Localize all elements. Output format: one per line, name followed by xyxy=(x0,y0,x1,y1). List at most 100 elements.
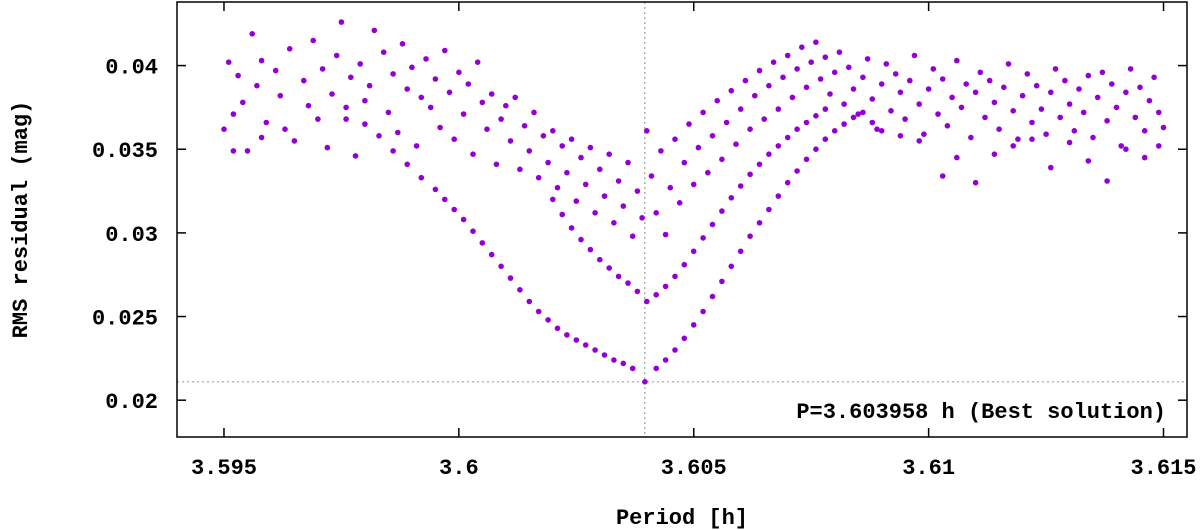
data-point xyxy=(301,77,307,84)
data-point xyxy=(770,59,777,65)
data-point xyxy=(827,91,833,97)
data-point xyxy=(986,77,993,84)
data-point xyxy=(258,57,265,64)
data-point xyxy=(587,144,594,151)
data-point xyxy=(488,91,495,97)
data-point xyxy=(554,325,561,332)
data-point xyxy=(498,116,504,122)
data-point xyxy=(921,131,927,137)
data-point xyxy=(1160,124,1167,131)
data-point xyxy=(841,121,847,127)
data-point xyxy=(578,236,584,243)
y-tick-label: 0.025 xyxy=(92,307,158,332)
data-point xyxy=(888,108,894,114)
x-axis-title: Period [h] xyxy=(616,506,748,530)
data-point xyxy=(784,179,791,186)
data-point xyxy=(794,126,800,132)
data-point xyxy=(695,144,702,151)
data-point xyxy=(728,87,735,94)
data-point xyxy=(794,66,800,72)
data-point xyxy=(719,208,725,214)
data-point xyxy=(1080,109,1087,116)
data-point xyxy=(484,126,490,132)
data-point xyxy=(385,109,392,116)
data-point xyxy=(597,166,603,173)
data-point xyxy=(813,113,819,119)
data-point xyxy=(907,77,913,84)
best-solution-annotation: P=3.603958 h (Best solution) xyxy=(796,400,1166,425)
data-point xyxy=(352,153,359,159)
data-point xyxy=(348,74,354,81)
data-point xyxy=(653,210,659,216)
data-point xyxy=(357,61,364,67)
data-point xyxy=(1085,158,1092,164)
data-point xyxy=(756,220,763,226)
data-point xyxy=(507,275,514,281)
data-point xyxy=(573,198,580,204)
data-point xyxy=(968,134,974,141)
data-point xyxy=(376,133,382,139)
data-point xyxy=(1099,69,1106,76)
data-point xyxy=(1094,94,1101,101)
data-point xyxy=(240,99,246,106)
data-point xyxy=(249,31,255,37)
data-point xyxy=(1024,71,1031,77)
data-point xyxy=(479,99,486,106)
data-point xyxy=(404,86,411,92)
data-point xyxy=(437,124,443,131)
data-point xyxy=(432,76,439,82)
data-point xyxy=(752,92,758,99)
data-point xyxy=(564,169,570,176)
data-point xyxy=(1104,118,1110,124)
data-point xyxy=(479,240,486,246)
data-point xyxy=(766,151,772,157)
y-axis-title: RMS residual (mag) xyxy=(9,101,34,339)
data-point xyxy=(620,203,627,209)
data-point xyxy=(545,317,551,323)
data-point xyxy=(568,225,575,231)
data-point xyxy=(681,261,688,268)
data-point xyxy=(803,84,810,91)
data-point xyxy=(446,89,453,96)
data-point xyxy=(676,200,683,206)
y-tick-label: 0.02 xyxy=(105,390,158,415)
data-point xyxy=(366,82,373,89)
data-point xyxy=(944,123,951,129)
data-point xyxy=(554,184,561,191)
data-point xyxy=(470,228,476,234)
data-point xyxy=(747,171,753,178)
data-point xyxy=(935,111,941,117)
data-point xyxy=(470,151,476,157)
data-point xyxy=(794,168,800,174)
data-point xyxy=(329,91,335,97)
data-point xyxy=(639,215,645,221)
data-point xyxy=(390,148,396,154)
data-point xyxy=(324,144,331,151)
data-point xyxy=(578,154,584,161)
data-point xyxy=(977,69,984,76)
data-point xyxy=(395,129,401,136)
data-point xyxy=(1062,77,1068,84)
data-point xyxy=(1127,66,1134,72)
data-point xyxy=(305,102,312,109)
data-point xyxy=(1109,81,1115,87)
data-point xyxy=(939,173,946,179)
data-point xyxy=(714,97,720,104)
data-point xyxy=(456,69,462,76)
data-point xyxy=(1029,136,1035,142)
data-point xyxy=(601,352,608,358)
x-tick-label: 3.6 xyxy=(439,456,479,481)
data-point xyxy=(1090,134,1096,141)
data-point xyxy=(648,173,655,179)
data-point xyxy=(911,52,918,59)
data-point xyxy=(667,184,674,191)
data-point xyxy=(1156,143,1162,149)
data-point xyxy=(761,116,767,122)
data-point xyxy=(939,76,946,82)
data-point xyxy=(629,365,636,372)
data-point xyxy=(427,104,434,111)
data-point xyxy=(568,136,575,142)
data-point xyxy=(423,56,429,62)
data-point xyxy=(822,54,829,60)
